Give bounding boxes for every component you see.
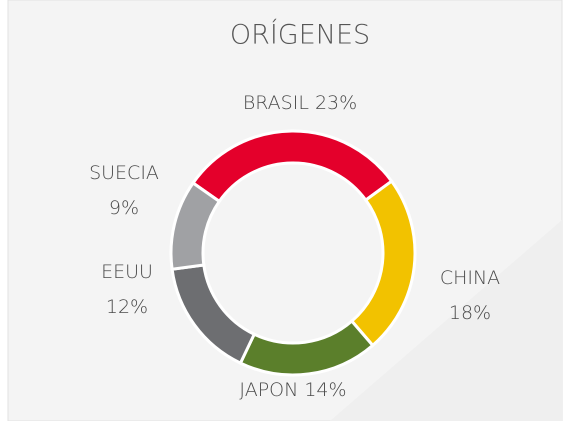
value-label: 12% — [106, 296, 148, 318]
data-label: BRASIL 23% — [243, 92, 357, 114]
value-label: 23% — [315, 92, 357, 114]
category-label: BRASIL — [243, 92, 309, 114]
value-label: 9% — [109, 197, 139, 219]
category-label: SUECIA — [89, 162, 159, 184]
chart-title: ORÍGENES — [230, 19, 370, 51]
category-label: EEUU — [101, 261, 153, 283]
data-label: EEUU 12% — [101, 261, 153, 318]
category-label: CHINA — [440, 267, 500, 289]
category-label: JAPON — [239, 379, 298, 401]
value-label: 14% — [304, 379, 346, 401]
data-label: JAPON 14% — [239, 379, 346, 401]
data-label: CHINA 18% — [440, 267, 500, 324]
donut-segment — [169, 180, 222, 271]
data-label: SUECIA 9% — [89, 162, 159, 219]
value-label: 18% — [449, 302, 491, 324]
panel-shade — [330, 220, 562, 421]
